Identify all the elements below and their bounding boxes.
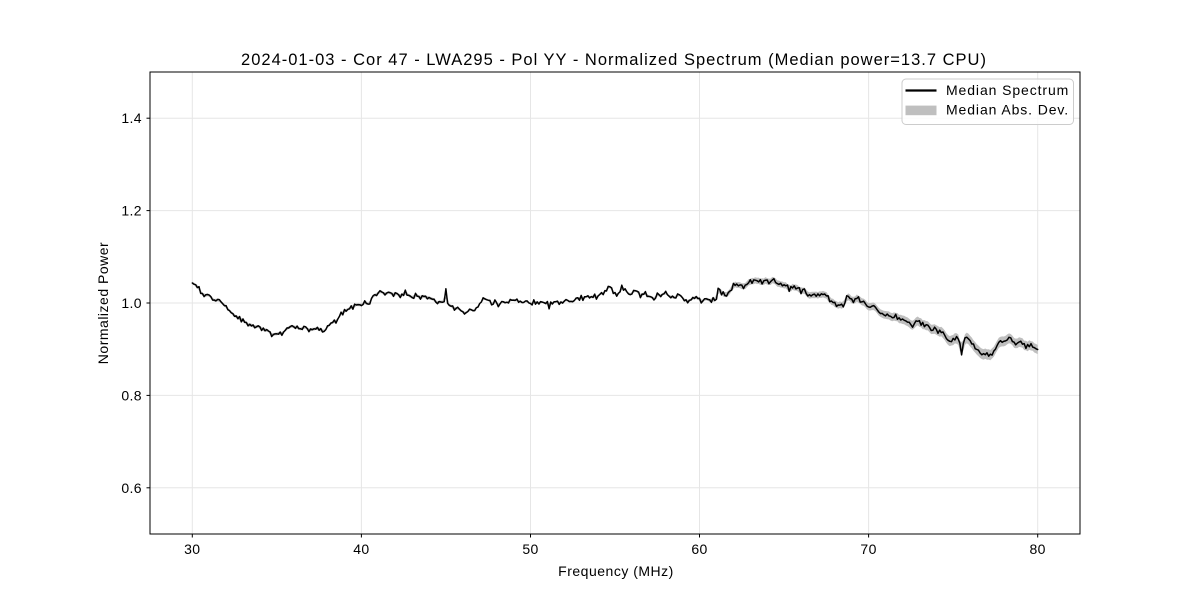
- svg-text:0.6: 0.6: [121, 480, 142, 496]
- svg-text:80: 80: [1030, 541, 1046, 557]
- svg-text:Median Spectrum: Median Spectrum: [946, 82, 1069, 98]
- svg-text:Median Abs. Dev.: Median Abs. Dev.: [946, 102, 1069, 118]
- svg-text:30: 30: [184, 541, 200, 557]
- svg-text:2024-01-03 - Cor 47 - LWA295 -: 2024-01-03 - Cor 47 - LWA295 - Pol YY - …: [241, 51, 987, 69]
- svg-text:50: 50: [522, 541, 538, 557]
- svg-text:Frequency (MHz): Frequency (MHz): [558, 563, 674, 579]
- svg-text:40: 40: [353, 541, 369, 557]
- svg-text:Normalized Power: Normalized Power: [95, 242, 111, 364]
- svg-text:70: 70: [860, 541, 876, 557]
- svg-text:1.2: 1.2: [121, 203, 142, 219]
- svg-text:0.8: 0.8: [121, 387, 142, 403]
- svg-text:1.0: 1.0: [121, 295, 142, 311]
- svg-text:1.4: 1.4: [121, 110, 142, 126]
- svg-text:60: 60: [691, 541, 707, 557]
